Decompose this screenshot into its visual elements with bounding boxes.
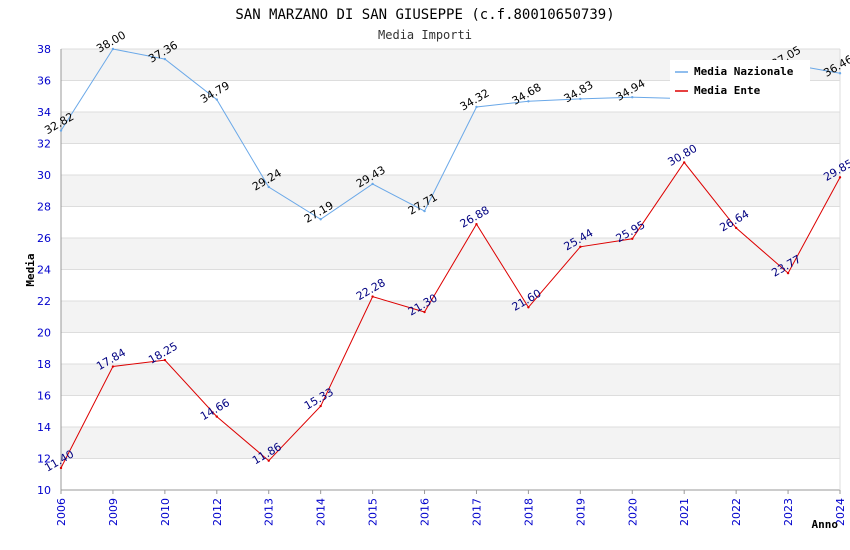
y-tick-label: 24 (37, 264, 51, 277)
x-tick-label: 2014 (315, 498, 328, 526)
x-tick-label: 2017 (470, 498, 483, 526)
data-point (579, 245, 582, 249)
legend: Media Nazionale Media Ente (670, 60, 810, 100)
y-tick-label: 16 (37, 390, 51, 403)
y-tick-label: 28 (37, 201, 51, 214)
y-tick-label: 14 (37, 421, 51, 434)
y-tick-label: 38 (37, 43, 51, 56)
series-line-ente (60, 161, 841, 469)
plot-bands (61, 49, 840, 490)
data-point (683, 161, 686, 164)
data-point (786, 271, 790, 275)
plot-band (61, 206, 840, 238)
plot-band (61, 332, 840, 364)
data-point (527, 100, 530, 103)
data-point (59, 129, 63, 132)
y-tick-label: 18 (37, 358, 51, 371)
data-point (111, 365, 115, 368)
x-tick-label: 2020 (626, 498, 639, 526)
x-tick-label: 2010 (159, 498, 172, 526)
x-axis-title: Anno (812, 518, 839, 531)
x-tick-label: 2021 (678, 498, 691, 526)
data-point (838, 176, 842, 179)
y-tick-label: 36 (37, 75, 51, 88)
data-point (319, 218, 322, 221)
data-point (215, 98, 218, 101)
x-tick-label: 2006 (55, 498, 68, 526)
x-tick-label: 2016 (419, 498, 432, 526)
x-tick-label: 2013 (263, 498, 276, 526)
data-point (838, 72, 842, 75)
legend-label-nazionale: Media Nazionale (694, 65, 794, 78)
data-point (579, 97, 582, 101)
data-point (475, 105, 478, 109)
data-point (734, 226, 738, 230)
y-tick-label: 26 (37, 232, 51, 245)
data-point (163, 358, 167, 362)
data-point (59, 466, 63, 470)
x-axis-ticks: 2006 2009 2010 2012 2013 2014 2015 2016 2017 2018… (55, 490, 847, 526)
plot-band (61, 458, 840, 490)
legend-label-ente: Media Ente (694, 84, 761, 97)
plot-band (61, 175, 840, 207)
data-point (631, 95, 634, 99)
data-point (371, 295, 374, 298)
y-tick-label: 32 (37, 138, 51, 151)
y-tick-label: 34 (37, 106, 51, 119)
plot-band (61, 301, 840, 333)
data-point (527, 306, 530, 309)
x-tick-label: 2022 (730, 498, 743, 526)
y-tick-label: 30 (37, 169, 51, 182)
y-axis-title: Media (24, 253, 37, 286)
data-point (267, 185, 270, 189)
x-tick-label: 2009 (107, 498, 120, 526)
y-tick-label: 10 (37, 484, 51, 497)
data-point (111, 47, 115, 51)
plot-band (61, 269, 840, 301)
plot-band (61, 238, 840, 270)
y-tick-label: 22 (37, 295, 51, 308)
x-tick-label: 2024 (834, 498, 847, 526)
data-point (475, 222, 478, 226)
x-tick-label: 2023 (782, 498, 795, 526)
plot-band (61, 112, 840, 144)
x-tick-label: 2015 (367, 498, 380, 526)
x-tick-label: 2019 (574, 498, 587, 526)
data-point (319, 404, 322, 408)
y-axis-ticks: 10 12 14 16 18 20 22 24 26 28 30 32 34 36 38 (37, 43, 51, 497)
axes (60, 49, 841, 491)
data-point (423, 209, 426, 213)
data-point (371, 182, 374, 186)
grid-lines (61, 48, 840, 491)
data-point (163, 57, 167, 61)
plot-band (61, 395, 840, 427)
legend-background (670, 60, 810, 100)
data-point (631, 237, 634, 240)
y-tick-label: 20 (37, 327, 51, 340)
chart-subtitle: Media Importi (378, 28, 472, 42)
data-point (267, 459, 270, 462)
data-point (215, 415, 218, 418)
x-tick-label: 2012 (211, 498, 224, 526)
chart-title: SAN MARZANO DI SAN GIUSEPPE (c.f.8001065… (235, 7, 614, 23)
y-tick-label: 12 (37, 453, 51, 466)
data-point (423, 310, 426, 314)
x-tick-label: 2018 (522, 498, 535, 526)
plot-band (61, 364, 840, 396)
plot-band (61, 427, 840, 459)
